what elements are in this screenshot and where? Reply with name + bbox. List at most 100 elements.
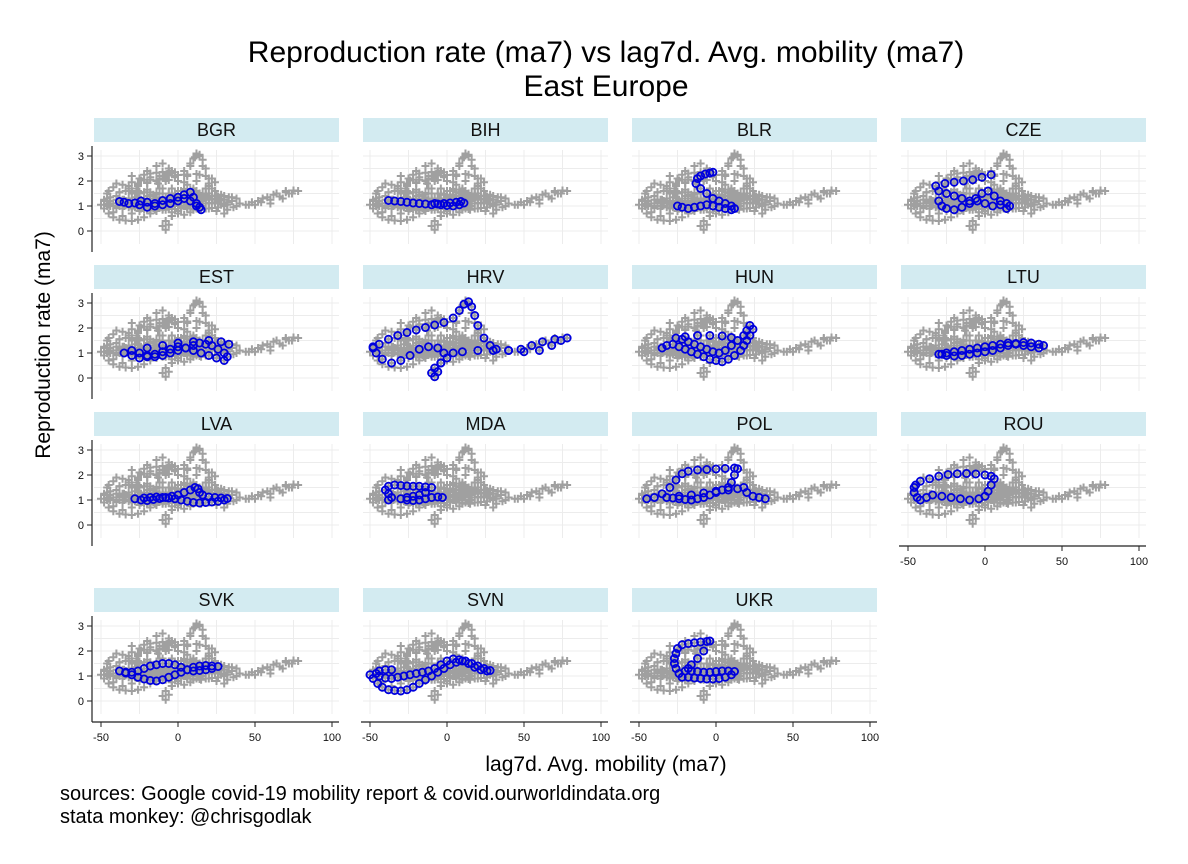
background-point — [430, 225, 439, 234]
background-point — [668, 202, 677, 210]
background-point — [739, 172, 748, 180]
country-point — [430, 198, 440, 208]
background-point — [665, 172, 674, 180]
background-point — [467, 162, 476, 170]
panel-label: BIH — [470, 120, 500, 140]
background-point — [232, 202, 241, 210]
country-point — [420, 199, 430, 209]
background-point — [266, 195, 275, 204]
background-point — [180, 210, 189, 219]
background-point — [671, 215, 680, 224]
background-point — [782, 200, 791, 209]
country-points — [383, 195, 469, 211]
country-point — [414, 198, 424, 208]
background-points — [904, 296, 1110, 381]
background-point — [702, 220, 711, 229]
background-point — [934, 319, 943, 327]
background-point — [436, 190, 445, 199]
panel-label: LTU — [1007, 267, 1040, 287]
background-point — [104, 200, 113, 209]
y-tick-label: 0 — [78, 520, 84, 532]
background-point — [496, 193, 505, 202]
background-point — [369, 204, 378, 213]
background-point — [401, 184, 410, 193]
country-point — [390, 196, 400, 206]
y-tick-label: 2 — [78, 323, 84, 335]
background-point — [201, 189, 210, 198]
background-point — [384, 188, 393, 197]
background-point — [443, 177, 451, 185]
country-point — [673, 201, 683, 211]
background-point — [458, 154, 467, 163]
background-point — [112, 204, 121, 212]
panel-cze: CZE — [901, 118, 1146, 244]
background-point — [718, 185, 727, 193]
country-points — [114, 187, 206, 215]
panel-label: CZE — [1006, 120, 1042, 140]
chart-title: Reproduction rate (ma7) vs lag7d. Avg. m… — [248, 36, 964, 69]
background-point — [244, 200, 253, 209]
background-point — [135, 174, 144, 183]
background-point — [257, 198, 266, 207]
background-point — [665, 217, 674, 225]
background-point — [718, 210, 727, 219]
background-point — [489, 199, 498, 208]
background-point — [161, 225, 170, 234]
background-point — [544, 192, 553, 201]
background-point — [712, 177, 720, 185]
background-point — [671, 179, 680, 188]
background-point — [183, 180, 192, 189]
background-point — [642, 200, 651, 209]
background-point — [190, 153, 199, 162]
panel-strip — [94, 118, 339, 142]
background-point — [284, 189, 293, 198]
background-point — [402, 179, 411, 188]
background-point — [140, 213, 149, 222]
background-point — [670, 184, 679, 193]
background-point — [133, 179, 142, 188]
background-point — [204, 194, 213, 203]
country-point — [708, 193, 718, 203]
background-point — [396, 217, 405, 225]
country-point — [119, 197, 129, 207]
panel-label: HRV — [467, 267, 505, 287]
background-point — [464, 170, 473, 179]
background-point — [433, 164, 442, 173]
country-point — [396, 196, 406, 206]
background-point — [526, 198, 535, 207]
background-point — [433, 220, 442, 229]
background-point — [473, 182, 482, 190]
background-point — [656, 180, 665, 189]
background-point — [827, 186, 836, 195]
y-tick-label: 1 — [78, 348, 84, 360]
background-point — [796, 194, 805, 203]
panel-strip — [632, 118, 877, 142]
background-point — [161, 177, 170, 185]
background-point — [558, 186, 567, 195]
background-point — [470, 172, 479, 180]
background-point — [459, 153, 468, 162]
background-point — [727, 154, 736, 163]
country-point — [408, 198, 418, 208]
background-point — [765, 193, 774, 202]
background-point — [443, 209, 451, 218]
background-point — [158, 159, 167, 168]
panel-strip — [363, 118, 608, 142]
country-point — [402, 197, 412, 207]
country-point — [448, 201, 458, 211]
background-point — [641, 189, 650, 198]
background-point — [934, 172, 943, 180]
panel-label: HUN — [735, 267, 774, 287]
background-point — [402, 215, 411, 224]
y-tick-label: 0 — [78, 373, 84, 385]
country-point — [383, 195, 393, 205]
background-point — [430, 177, 439, 185]
background-point — [770, 194, 779, 203]
background-points — [97, 149, 303, 234]
background-point — [198, 162, 207, 170]
background-point — [155, 175, 164, 184]
background-point — [473, 194, 482, 203]
background-point — [195, 170, 204, 179]
background-point — [100, 204, 109, 213]
